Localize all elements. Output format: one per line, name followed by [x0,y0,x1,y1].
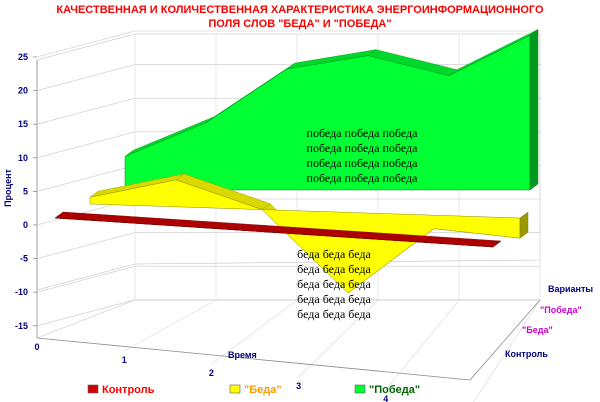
depth-label: Контроль [505,349,548,359]
y-tick-label: -5 [20,254,28,264]
beda-annotation: беда беда беда беда беда беда беда беда … [297,247,371,321]
x-tick-label: 4 [383,394,388,402]
legend-label: Контроль [102,384,155,396]
pobeda-annotation-line: победа победа победа [307,156,419,170]
y-tick-label: 10 [18,153,28,163]
x-tick-label: 3 [296,381,301,391]
series-area-side [519,211,529,239]
beda-annotation-line: беда беда беда [297,292,371,306]
beda-annotation-line: беда беда беда [297,262,371,276]
depth-axis-labels: Контроль "Беда" "Победа" [505,305,582,359]
x-tick-label: 2 [209,368,214,378]
legend-label: "Беда" [244,384,282,396]
y-tick-label: 0 [23,220,28,230]
y-tick-label: 25 [18,52,28,62]
series-layer [54,29,539,294]
series-area-side [529,29,539,191]
pobeda-annotation-line: победа победа победа [307,126,419,140]
legend-label: "Победа" [369,384,420,396]
beda-annotation-line: беда беда беда [297,307,371,321]
x-tick-label: 1 [122,355,127,365]
beda-annotation-line: беда беда беда [297,247,371,261]
y-tick-label: 15 [18,119,28,129]
pobeda-annotation: победа победа победа победа победа побед… [307,126,419,185]
y-tick-label: -10 [15,287,28,297]
beda-annotation-line: беда беда беда [297,277,371,291]
legend-swatch [229,384,241,394]
z-axis-label: Варианты [548,284,593,294]
legend: Контроль "Беда" "Победа" [87,384,420,396]
depth-label: "Беда" [522,325,553,335]
x-axis-ticks: 012345 [34,342,388,402]
series-0 [54,211,502,248]
legend-swatch [354,384,366,394]
x-axis-label: Время [228,350,257,360]
chart-title-line-1: КАЧЕСТВЕННАЯ И КОЛИЧЕСТВЕННАЯ ХАРАКТЕРИС… [56,4,544,16]
y-axis-label: Процент [3,168,13,206]
depth-label: "Победа" [540,305,582,315]
legend-swatch [87,384,99,394]
pobeda-annotation-line: победа победа победа [307,171,419,185]
pobeda-annotation-line: победа победа победа [307,141,419,155]
y-axis-ticks: -15 -10 -5 0 5 10 15 20 25 [15,52,37,331]
y-tick-label: 20 [18,86,28,96]
y-tick-label: -15 [15,321,28,331]
y-tick-label: 5 [23,186,28,196]
chart-title-line-2: ПОЛЯ СЛОВ "БЕДА" И "ПОБЕДА" [208,18,391,30]
series-area-side [492,240,502,248]
series-2 [124,29,539,191]
x-tick-label: 0 [34,342,39,352]
